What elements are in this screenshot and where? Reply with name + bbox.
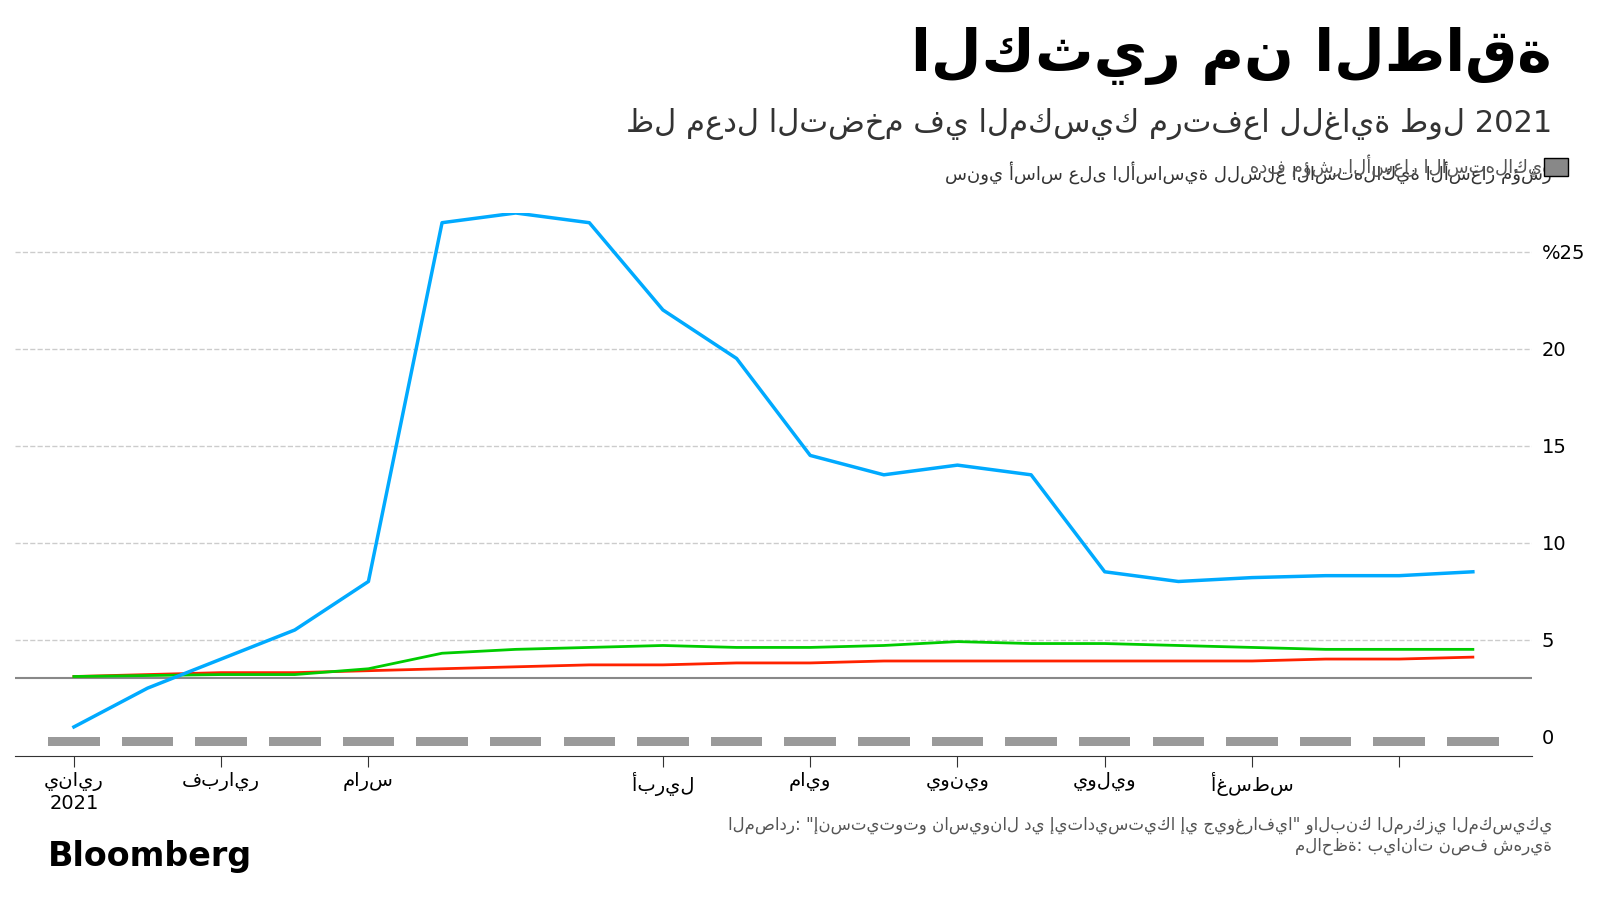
Bar [1446, 736, 1499, 746]
Bar [269, 736, 320, 746]
Text: Bloomberg: Bloomberg [48, 840, 253, 873]
Bar [416, 736, 467, 746]
Bar [48, 736, 99, 746]
Text: سنوي أساس على الأساسية للسلع الاستهلاكية الأسعار مؤشر: سنوي أساس على الأساسية للسلع الاستهلاكية… [946, 162, 1552, 185]
Bar [931, 736, 984, 746]
Bar [784, 736, 835, 746]
Bar [490, 736, 541, 746]
Text: المصادر: "إنستيتوتو ناسيونال دي إيتاديستيكا إي جيوغرافيا" والبنك المركزي المكسيك: المصادر: "إنستيتوتو ناسيونال دي إيتاديست… [728, 816, 1552, 855]
Text: هدف مؤشر الأسعار الاستهلاكية: هدف مؤشر الأسعار الاستهلاكية [1245, 155, 1552, 178]
Bar [122, 736, 173, 746]
Bar [1373, 736, 1426, 746]
Bar [637, 736, 688, 746]
Text: ظل معدل التضخم في المكسيك مرتفعا للغاية طول 2021: ظل معدل التضخم في المكسيك مرتفعا للغاية … [626, 108, 1552, 140]
Bar [195, 736, 246, 746]
Bar [563, 736, 614, 746]
Bar [858, 736, 910, 746]
Text: الكثير من الطاقة: الكثير من الطاقة [912, 27, 1552, 85]
Bar [342, 736, 394, 746]
Bar [1226, 736, 1278, 746]
Bar [710, 736, 762, 746]
Bar [1005, 736, 1058, 746]
Bar [1299, 736, 1352, 746]
Bar [1152, 736, 1205, 746]
Bar [1078, 736, 1131, 746]
